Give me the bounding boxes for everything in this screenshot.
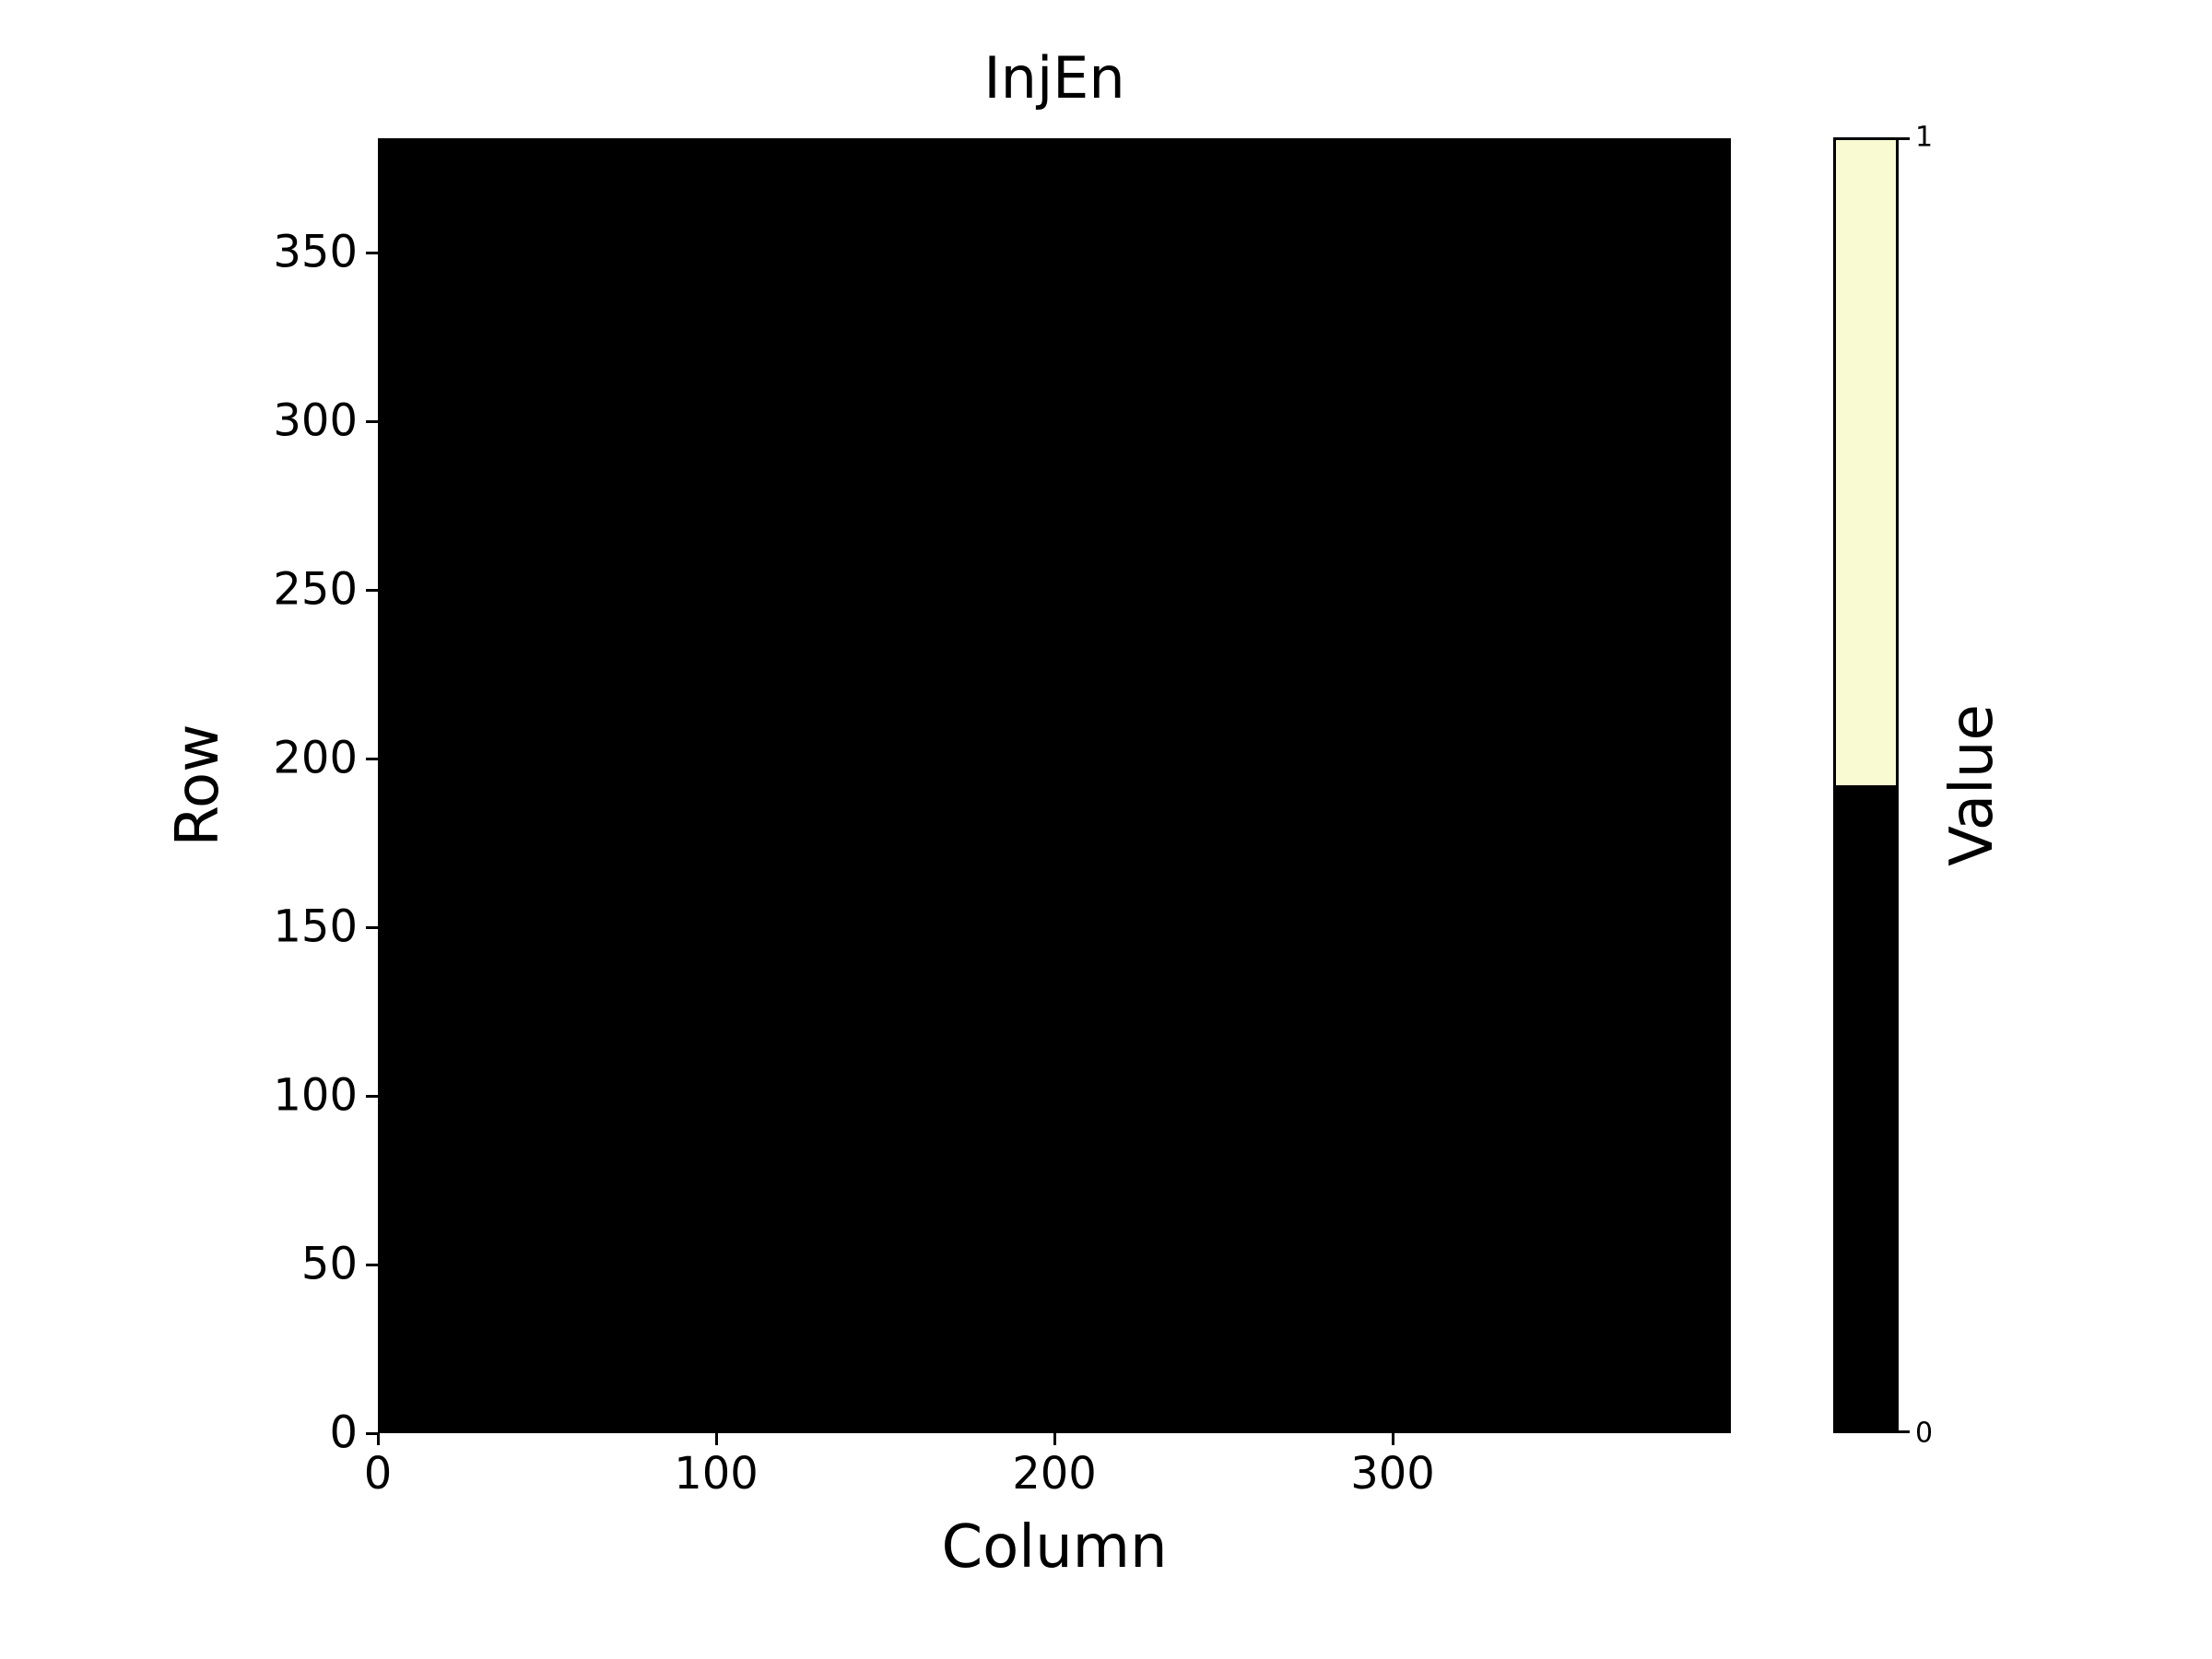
y-tick-label: 200 — [273, 732, 358, 784]
y-tick-label: 50 — [300, 1238, 358, 1290]
y-tick-mark — [366, 588, 378, 592]
y-tick-mark — [366, 925, 378, 929]
plot-title: InjEn — [983, 44, 1125, 112]
colorbar-tick-label: 0 — [1915, 1417, 1934, 1450]
y-tick-mark — [366, 419, 378, 423]
x-tick-mark — [376, 1433, 380, 1445]
x-axis-label: Column — [941, 1513, 1168, 1582]
colorbar-tick-label: 1 — [1915, 121, 1934, 154]
y-tick-label: 300 — [273, 394, 358, 447]
x-tick-mark — [714, 1433, 718, 1445]
y-tick-mark — [366, 251, 378, 254]
y-tick-mark — [366, 757, 378, 760]
y-tick-label: 100 — [273, 1069, 358, 1122]
x-tick-mark — [1053, 1433, 1056, 1445]
colorbar-tick-mark — [1899, 1430, 1910, 1433]
y-tick-mark — [366, 1094, 378, 1098]
y-tick-label: 0 — [329, 1406, 358, 1459]
y-tick-label: 350 — [273, 226, 358, 278]
colorbar — [1833, 137, 1899, 1433]
y-tick-label: 250 — [273, 563, 358, 616]
x-tick-label: 300 — [1350, 1448, 1435, 1500]
colorbar-tick-mark — [1899, 137, 1910, 140]
colorbar-label: Value — [1938, 704, 2006, 866]
y-tick-mark — [366, 1431, 378, 1435]
x-tick-label: 0 — [363, 1448, 393, 1500]
colorbar-segment — [1836, 785, 1896, 1430]
x-tick-mark — [1391, 1433, 1394, 1445]
heatmap-image — [378, 138, 1731, 1433]
x-tick-label: 200 — [1012, 1448, 1097, 1500]
y-tick-label: 150 — [273, 900, 358, 953]
y-tick-mark — [366, 1263, 378, 1266]
x-tick-label: 100 — [674, 1448, 759, 1500]
colorbar-segment — [1836, 140, 1896, 785]
y-axis-label: Row — [164, 724, 232, 847]
